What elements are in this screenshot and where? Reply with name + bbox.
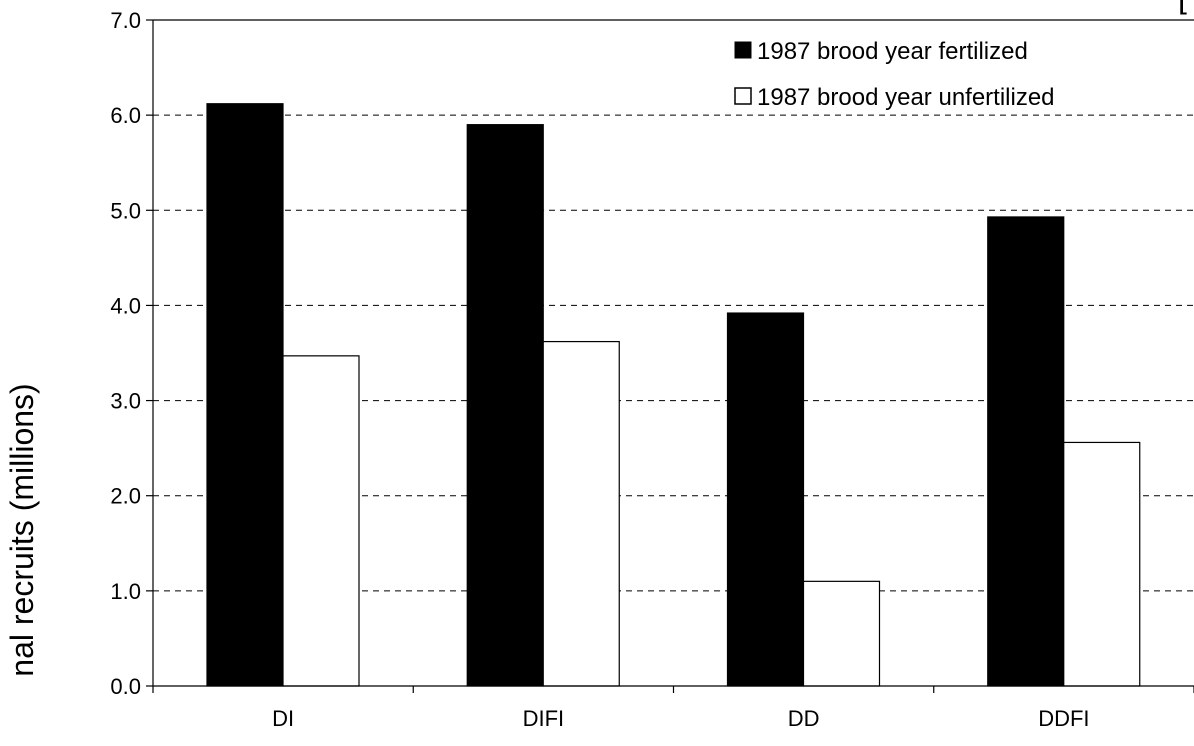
y-tick-label: 0.0 [110, 674, 141, 699]
y-tick-label: 2.0 [110, 484, 141, 509]
bar-di-series-1 [206, 103, 284, 687]
x-tick-labels: DI DIFI DD DDFI [272, 706, 1089, 731]
y-tick-label: 6.0 [110, 103, 141, 128]
bar-di-series-2 [282, 355, 360, 687]
legend-label-fertilized: 1987 brood year fertilized [757, 38, 1028, 65]
bar-difi-series-2 [542, 340, 620, 687]
bars [206, 103, 1141, 687]
x-tick-label: DIFI [523, 706, 565, 731]
y-tick-labels: 0.0 1.0 2.0 3.0 4.0 5.0 6.0 7.0 [110, 8, 141, 699]
axes [146, 19, 1194, 693]
x-tick-label: DI [272, 706, 294, 731]
y-tick-label: 4.0 [110, 293, 141, 318]
y-tick-label: 7.0 [110, 8, 141, 33]
y-tick-label: 1.0 [110, 579, 141, 604]
legend: 1987 brood year fertilized 1987 brood ye… [734, 38, 1055, 111]
x-tick-label: DD [788, 706, 820, 731]
bar-difi-series-1 [466, 124, 544, 687]
y-tick-label: 3.0 [110, 389, 141, 414]
legend-swatch-fertilized [734, 41, 752, 59]
y-tick-label: 5.0 [110, 198, 141, 223]
bar-dd-series-2 [802, 580, 881, 687]
bar-ddfi-series-1 [987, 216, 1065, 687]
legend-label-unfertilized: 1987 brood year unfertilized [757, 84, 1055, 111]
gridlines [153, 114, 1194, 592]
bar-ddfi-series-2 [1063, 441, 1141, 687]
x-tick-label: DDFI [1038, 706, 1089, 731]
bar-dd-series-1 [726, 312, 805, 687]
legend-swatch-unfertilized [734, 87, 752, 105]
corner-mark: [ [1178, 0, 1187, 15]
y-axis-title: nal recruits (millions) [4, 383, 40, 676]
